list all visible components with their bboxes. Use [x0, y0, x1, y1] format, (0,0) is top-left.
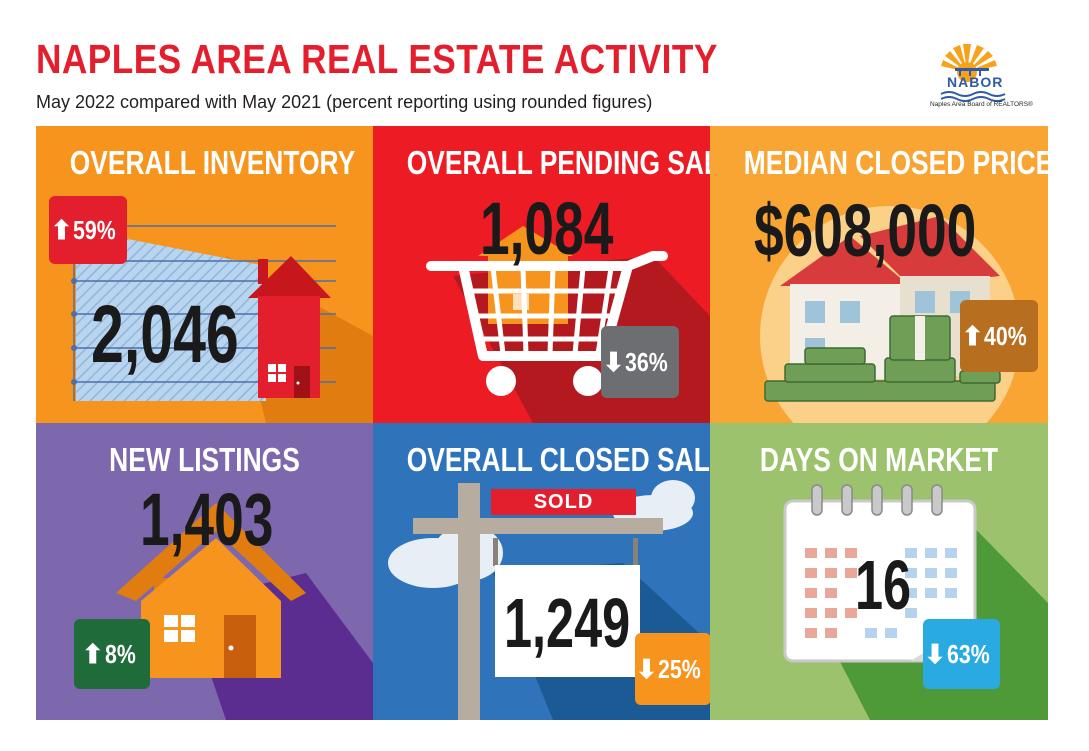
- panel-title: MEDIAN CLOSED PRICE: [743, 144, 1048, 181]
- panel-overall-inventory: OVERALL INVENTORY ⬆ 59% 2,046: [36, 126, 373, 423]
- panel-title: OVERALL INVENTORY: [69, 144, 356, 181]
- panel-title: OVERALL PENDING SALES: [406, 144, 710, 181]
- stat-value: 1,084: [480, 187, 614, 270]
- panel-title: OVERALL CLOSED SALES: [406, 441, 710, 478]
- stat-value: 1,403: [140, 478, 274, 561]
- change-badge: ⬆ 8%: [74, 619, 150, 689]
- house-on-chart-icon: [36, 126, 373, 423]
- change-value: 36%: [625, 346, 669, 377]
- logo-full-name: Naples Area Board of REALTORS®: [930, 101, 1033, 108]
- nabor-logo-icon: [940, 44, 1006, 102]
- page-subtitle: May 2022 compared with May 2021 (percent…: [36, 92, 653, 112]
- arrow-down-icon: ⬇: [635, 653, 658, 684]
- panel-title: NEW LISTINGS: [109, 441, 300, 478]
- panel-median-closed-price: MEDIAN CLOSED PRICE $608,000 ⬆ 40%: [710, 126, 1048, 423]
- logo-name: NABOR: [947, 74, 1004, 90]
- stat-value: 16: [855, 546, 912, 624]
- arrow-up-icon: ⬆: [961, 320, 984, 351]
- arrow-up-icon: ⬆: [81, 638, 104, 669]
- change-badge: ⬇ 63%: [923, 619, 1000, 689]
- panel-overall-pending-sales: OVERALL PENDING SALES 1,084 ⬇36%: [373, 126, 710, 423]
- house-with-money-icon: [710, 126, 1048, 423]
- sold-sign-text: SOLD: [533, 491, 594, 513]
- stat-value: $608,000: [754, 189, 977, 272]
- change-badge: ⬆ 40%: [960, 300, 1038, 372]
- change-badge: ⬆ 59%: [49, 196, 127, 264]
- arrow-down-icon: ⬇: [602, 346, 625, 377]
- change-value: 25%: [658, 653, 702, 684]
- panel-new-listings: NEW LISTINGS 1,403 ⬆ 8%: [36, 423, 373, 720]
- arrow-down-icon: ⬇: [924, 638, 946, 669]
- arrow-up-icon: ⬆: [50, 214, 73, 245]
- change-badge: ⬇ 36%: [601, 326, 679, 398]
- stats-grid: OVERALL INVENTORY ⬆ 59% 2,046: [36, 126, 1048, 720]
- stat-value: 1,249: [504, 584, 631, 662]
- page-title: NAPLES AREA REAL ESTATE ACTIVITY: [36, 36, 718, 82]
- stat-value: 2,046: [91, 289, 239, 380]
- panel-title: DAYS ON MARKET: [759, 441, 999, 478]
- panel-days-on-market: DAYS ON MARKET 16 ⬇ 63%: [710, 423, 1048, 720]
- panel-overall-closed-sales: SOLD OVERALL CLOSED SALES 1,249 ⬇25%: [373, 423, 710, 720]
- change-value: 8%: [104, 638, 136, 669]
- change-value: 59%: [73, 214, 117, 245]
- change-value: 63%: [946, 638, 990, 669]
- change-value: 40%: [984, 320, 1028, 351]
- change-badge: ⬇ 25%: [635, 633, 710, 705]
